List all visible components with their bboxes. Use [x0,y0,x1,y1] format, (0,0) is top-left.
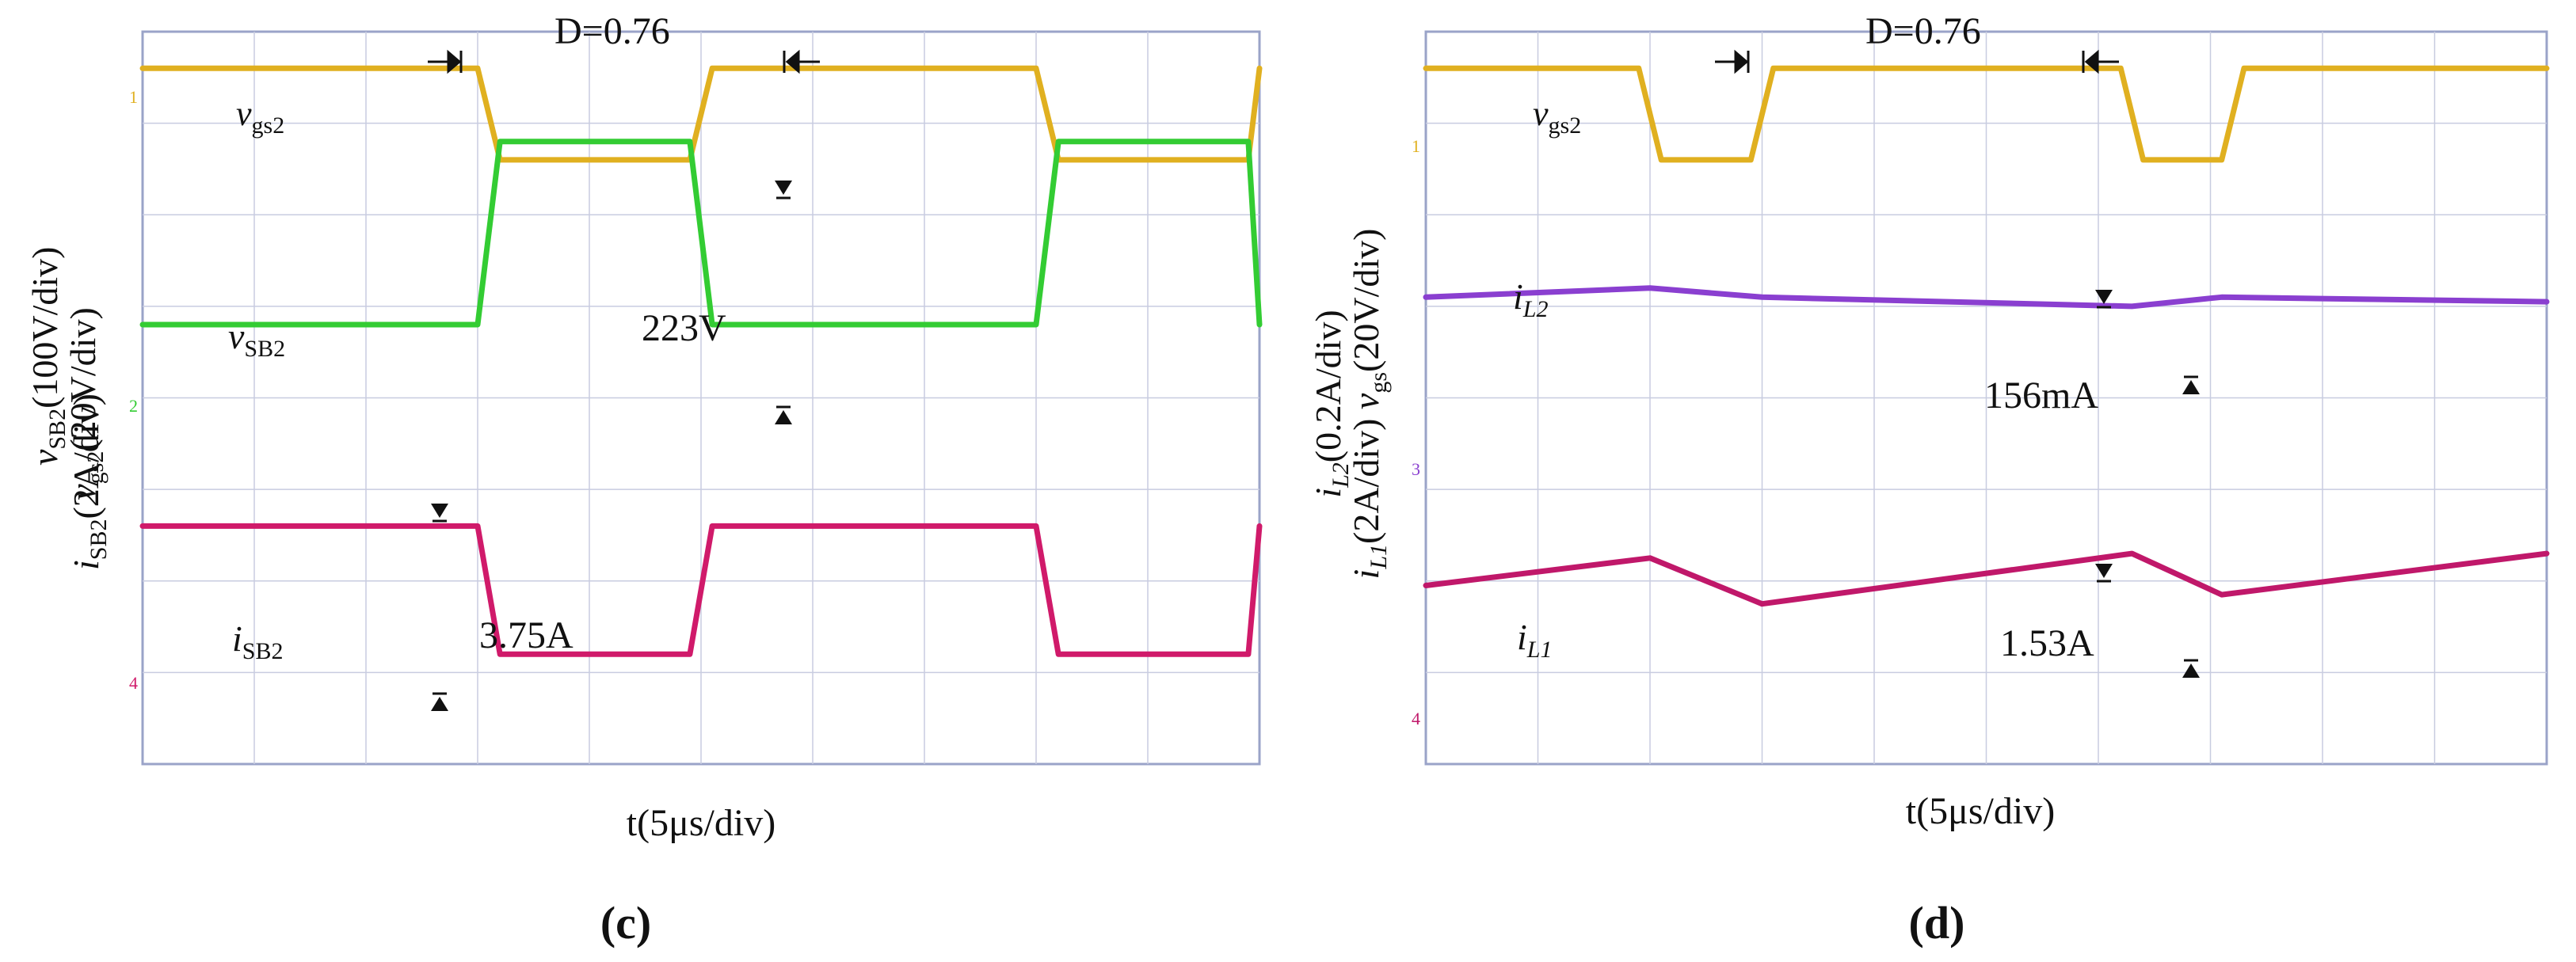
trace-label-il2: iL2 [1513,276,1548,322]
trace-i_L1-d [1423,550,2550,607]
trace-label-isb2: iSB2 [232,618,283,664]
channel-marker-1-d: 1 [1412,136,1420,156]
panel-label-c: (c) [600,897,651,949]
channel-marker-2: 2 [129,396,138,416]
current-l2-annotation: 156mA [1984,375,2098,416]
duty-markers-c [428,49,820,74]
traces-d [1423,65,2550,607]
xlabel-d: t(5μs/div) [1906,790,2055,832]
channel-marker-3-d: 3 [1412,459,1420,479]
current-annotation-c: 3.75A [479,614,574,656]
trace-label-vgs2-c: vgs2 [236,94,284,139]
trace-i_SB2-c [139,523,1263,657]
channel-marker-1: 1 [129,87,138,107]
trace-v_SB2-c [139,139,1263,328]
grid-d [1426,32,2547,764]
trace-label-il1: iL1 [1517,617,1552,663]
panel-c: 1 2 4 vgs2 vSB2 iSB2 D=0.76 223V 3.75A [25,10,1263,949]
duty-annotation-c: D=0.76 [554,10,670,52]
trace-v_gs2-c [139,65,1263,163]
current-l1-annotation: 1.53A [2000,622,2094,664]
trace-label-vgs2-d: vgs2 [1533,94,1581,139]
channel-marker-4-d: 4 [1412,709,1420,728]
current-l2-markers [2095,290,2200,394]
current-markers-c [431,504,448,711]
duty-markers-d [1715,49,2119,74]
voltage-annotation-c: 223V [642,307,726,349]
duty-annotation-d: D=0.76 [1865,10,1981,52]
panel-label-d: (d) [1909,897,1965,949]
ylabel-c-2: vSB2(100V/div) iSB2(2A/div) [25,238,112,570]
trace-i_L2-d [1423,285,2550,310]
voltage-markers-c [775,181,792,424]
traces-c [139,65,1263,657]
current-l1-markers [2095,564,2200,678]
ylabel-d: iL1(2A/div) vgs(20V/div) [1346,229,1392,580]
ylabel-c: vgs2(20V/div) [63,307,109,500]
xlabel-c: t(5μs/div) [627,802,775,844]
panel-d: 1 3 4 vgs2 iL2 iL1 D=0.76 156mA 1.53A iL… [1308,10,2550,949]
channel-marker-4: 4 [129,673,138,693]
trace-v_gs2-d [1423,65,2550,163]
trace-label-vsb2: vSB2 [228,316,285,362]
grid-c [143,32,1259,764]
ylabel-d-2: iL2(0.2A/div) [1308,310,1354,497]
